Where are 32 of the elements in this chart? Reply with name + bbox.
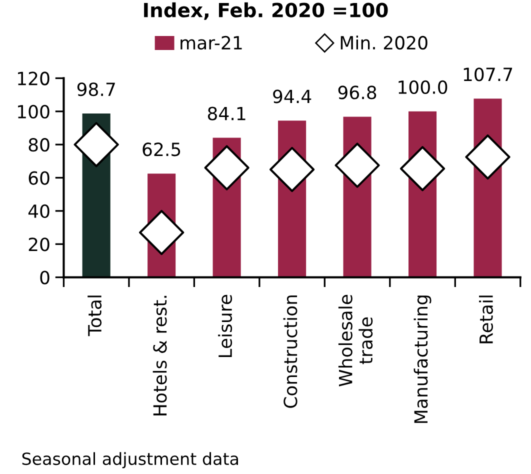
chart-title: Index, Feb. 2020 =100 bbox=[144, 2, 388, 20]
y-tick-label: 120 bbox=[18, 72, 50, 86]
point bbox=[139, 210, 184, 256]
data-label: 100.0 bbox=[398, 80, 448, 94]
point bbox=[74, 122, 119, 168]
data-label: 84.1 bbox=[208, 106, 246, 120]
y-tick-label: 20 bbox=[28, 238, 50, 252]
point bbox=[400, 146, 446, 192]
data-label: 107.7 bbox=[464, 68, 512, 82]
x-tick-label: Hotels & rest. bbox=[152, 296, 167, 416]
data-label: 96.8 bbox=[338, 86, 376, 100]
y-tick-label: 0 bbox=[40, 270, 50, 284]
x-tick-label: Total bbox=[88, 296, 102, 336]
text: Seasonal adjustment data bbox=[22, 452, 238, 468]
data-label: 62.5 bbox=[142, 142, 180, 156]
data-label: 98.7 bbox=[77, 82, 115, 96]
data-label: 94.4 bbox=[273, 90, 312, 104]
x-tick-label: Leisure bbox=[218, 294, 232, 358]
legend-label: mar-21 bbox=[180, 36, 242, 50]
y-tick-label: 100 bbox=[18, 104, 50, 119]
y-tick-label: 60 bbox=[28, 171, 50, 185]
x-tick-label: Retail bbox=[479, 296, 493, 344]
point bbox=[269, 146, 315, 192]
y-tick-label: 40 bbox=[28, 204, 50, 218]
x-tick-label: Construction bbox=[283, 295, 298, 408]
point bbox=[204, 145, 250, 190]
x-tick-label: Wholesale trade bbox=[338, 294, 373, 386]
x-tick-label: Manufacturing bbox=[414, 296, 432, 423]
point bbox=[465, 134, 510, 180]
point bbox=[334, 142, 380, 188]
legend-label: Min. 2020 bbox=[340, 36, 428, 50]
y-tick-label: 80 bbox=[28, 138, 50, 152]
